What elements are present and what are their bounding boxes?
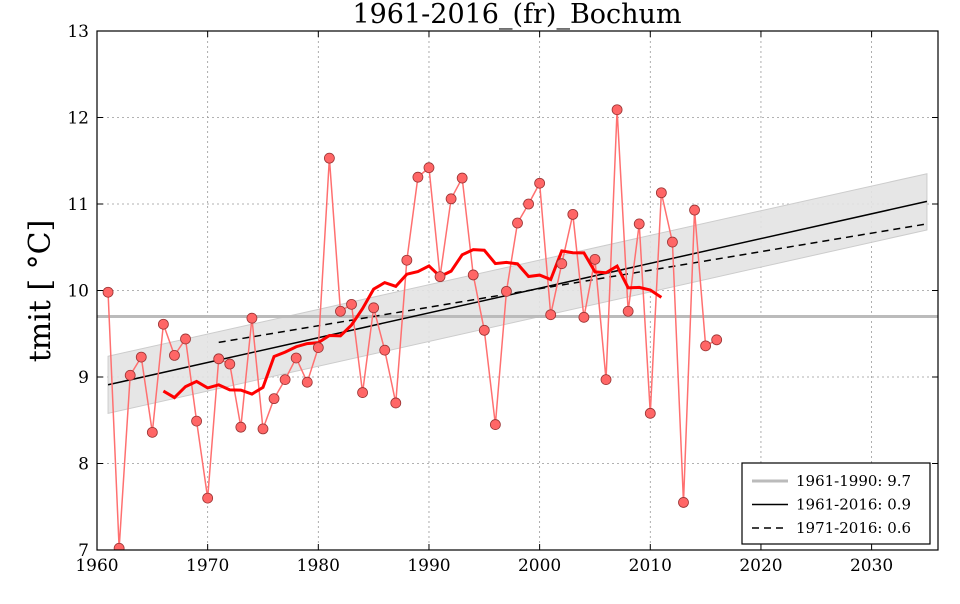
data-point <box>401 254 413 266</box>
data-point <box>157 318 169 330</box>
data-point <box>180 333 191 345</box>
data-point <box>312 342 324 353</box>
data-point <box>412 171 424 183</box>
y-tick-label: 9 <box>78 368 89 388</box>
data-point <box>600 374 612 385</box>
data-point <box>323 152 335 164</box>
data-point <box>501 285 512 297</box>
legend-box <box>741 462 931 545</box>
y-axis-label: tmit [ °C] <box>23 220 58 363</box>
plot-content <box>97 31 938 550</box>
data-point <box>633 218 645 230</box>
data-point <box>512 217 523 229</box>
x-tick-label: 2000 <box>518 556 561 576</box>
data-point <box>191 415 202 427</box>
moving-average-line <box>162 248 663 400</box>
data-point <box>368 302 380 314</box>
data-point <box>379 344 391 356</box>
data-point <box>578 311 590 323</box>
data-point <box>301 376 313 388</box>
legend-label: 1961-1990: 9.7 <box>796 472 911 490</box>
data-point <box>523 198 534 210</box>
data-point <box>290 352 302 364</box>
data-point <box>390 397 402 409</box>
data-point <box>202 492 214 504</box>
x-tick-label: 2030 <box>850 556 893 576</box>
data-point <box>224 358 236 370</box>
legend: 1961-1990: 9.7 1961-2016: 0.9 1971-2016: 0… <box>741 462 931 545</box>
data-point <box>257 423 269 435</box>
y-tick-label: 10 <box>67 282 89 302</box>
data-point <box>711 334 723 346</box>
data-point <box>169 349 180 361</box>
data-line <box>107 109 718 549</box>
data-point <box>667 236 678 248</box>
x-tick-label: 2020 <box>739 556 782 576</box>
data-point <box>534 177 546 189</box>
y-tick-label: 11 <box>67 195 89 215</box>
data-point <box>146 426 158 438</box>
data-point <box>279 374 291 385</box>
data-point <box>655 187 667 199</box>
data-point <box>268 393 280 405</box>
data-point <box>589 253 601 265</box>
data-point <box>445 193 457 205</box>
y-tick-label: 12 <box>67 109 89 129</box>
data-point <box>423 162 435 174</box>
data-point <box>235 421 247 433</box>
x-tick-label: 1970 <box>186 556 229 576</box>
data-point <box>357 387 368 398</box>
data-point <box>644 407 656 419</box>
data-point <box>489 419 501 430</box>
plot-frame <box>96 30 939 551</box>
data-point <box>102 286 114 298</box>
data-point <box>689 204 700 216</box>
data-point <box>246 312 258 324</box>
legend-label: 1961-2016: 0.9 <box>796 496 911 514</box>
x-tick-label: 1960 <box>75 556 118 576</box>
data-point <box>611 104 623 116</box>
y-tick-label: 13 <box>67 22 89 42</box>
data-point <box>456 172 468 184</box>
data-point <box>213 353 225 365</box>
data-point <box>467 269 479 281</box>
data-point <box>113 542 125 550</box>
data-point <box>335 305 346 317</box>
data-point <box>545 309 557 321</box>
data-point <box>346 298 357 310</box>
data-point <box>124 369 136 381</box>
data-point <box>135 351 147 363</box>
data-point <box>700 340 712 352</box>
x-tick-label: 1990 <box>407 556 450 576</box>
data-point <box>567 208 579 220</box>
data-point <box>678 497 689 508</box>
y-tick-label: 8 <box>78 455 89 475</box>
data-point <box>434 271 446 283</box>
x-tick-label: 2010 <box>629 556 672 576</box>
data-point <box>556 258 568 270</box>
chart-title: 1961-2016_(fr)_Bochum <box>352 0 681 30</box>
y-tick-label: 7 <box>78 541 89 561</box>
data-point <box>622 305 634 317</box>
x-tick-label: 1980 <box>297 556 340 576</box>
legend-label: 1971-2016: 0.6 <box>796 519 911 537</box>
data-point <box>478 324 490 336</box>
plot-area: 1960 1970 1980 1990 2000 2010 2020 2030 7 8 9 10 11 1… <box>67 22 939 576</box>
